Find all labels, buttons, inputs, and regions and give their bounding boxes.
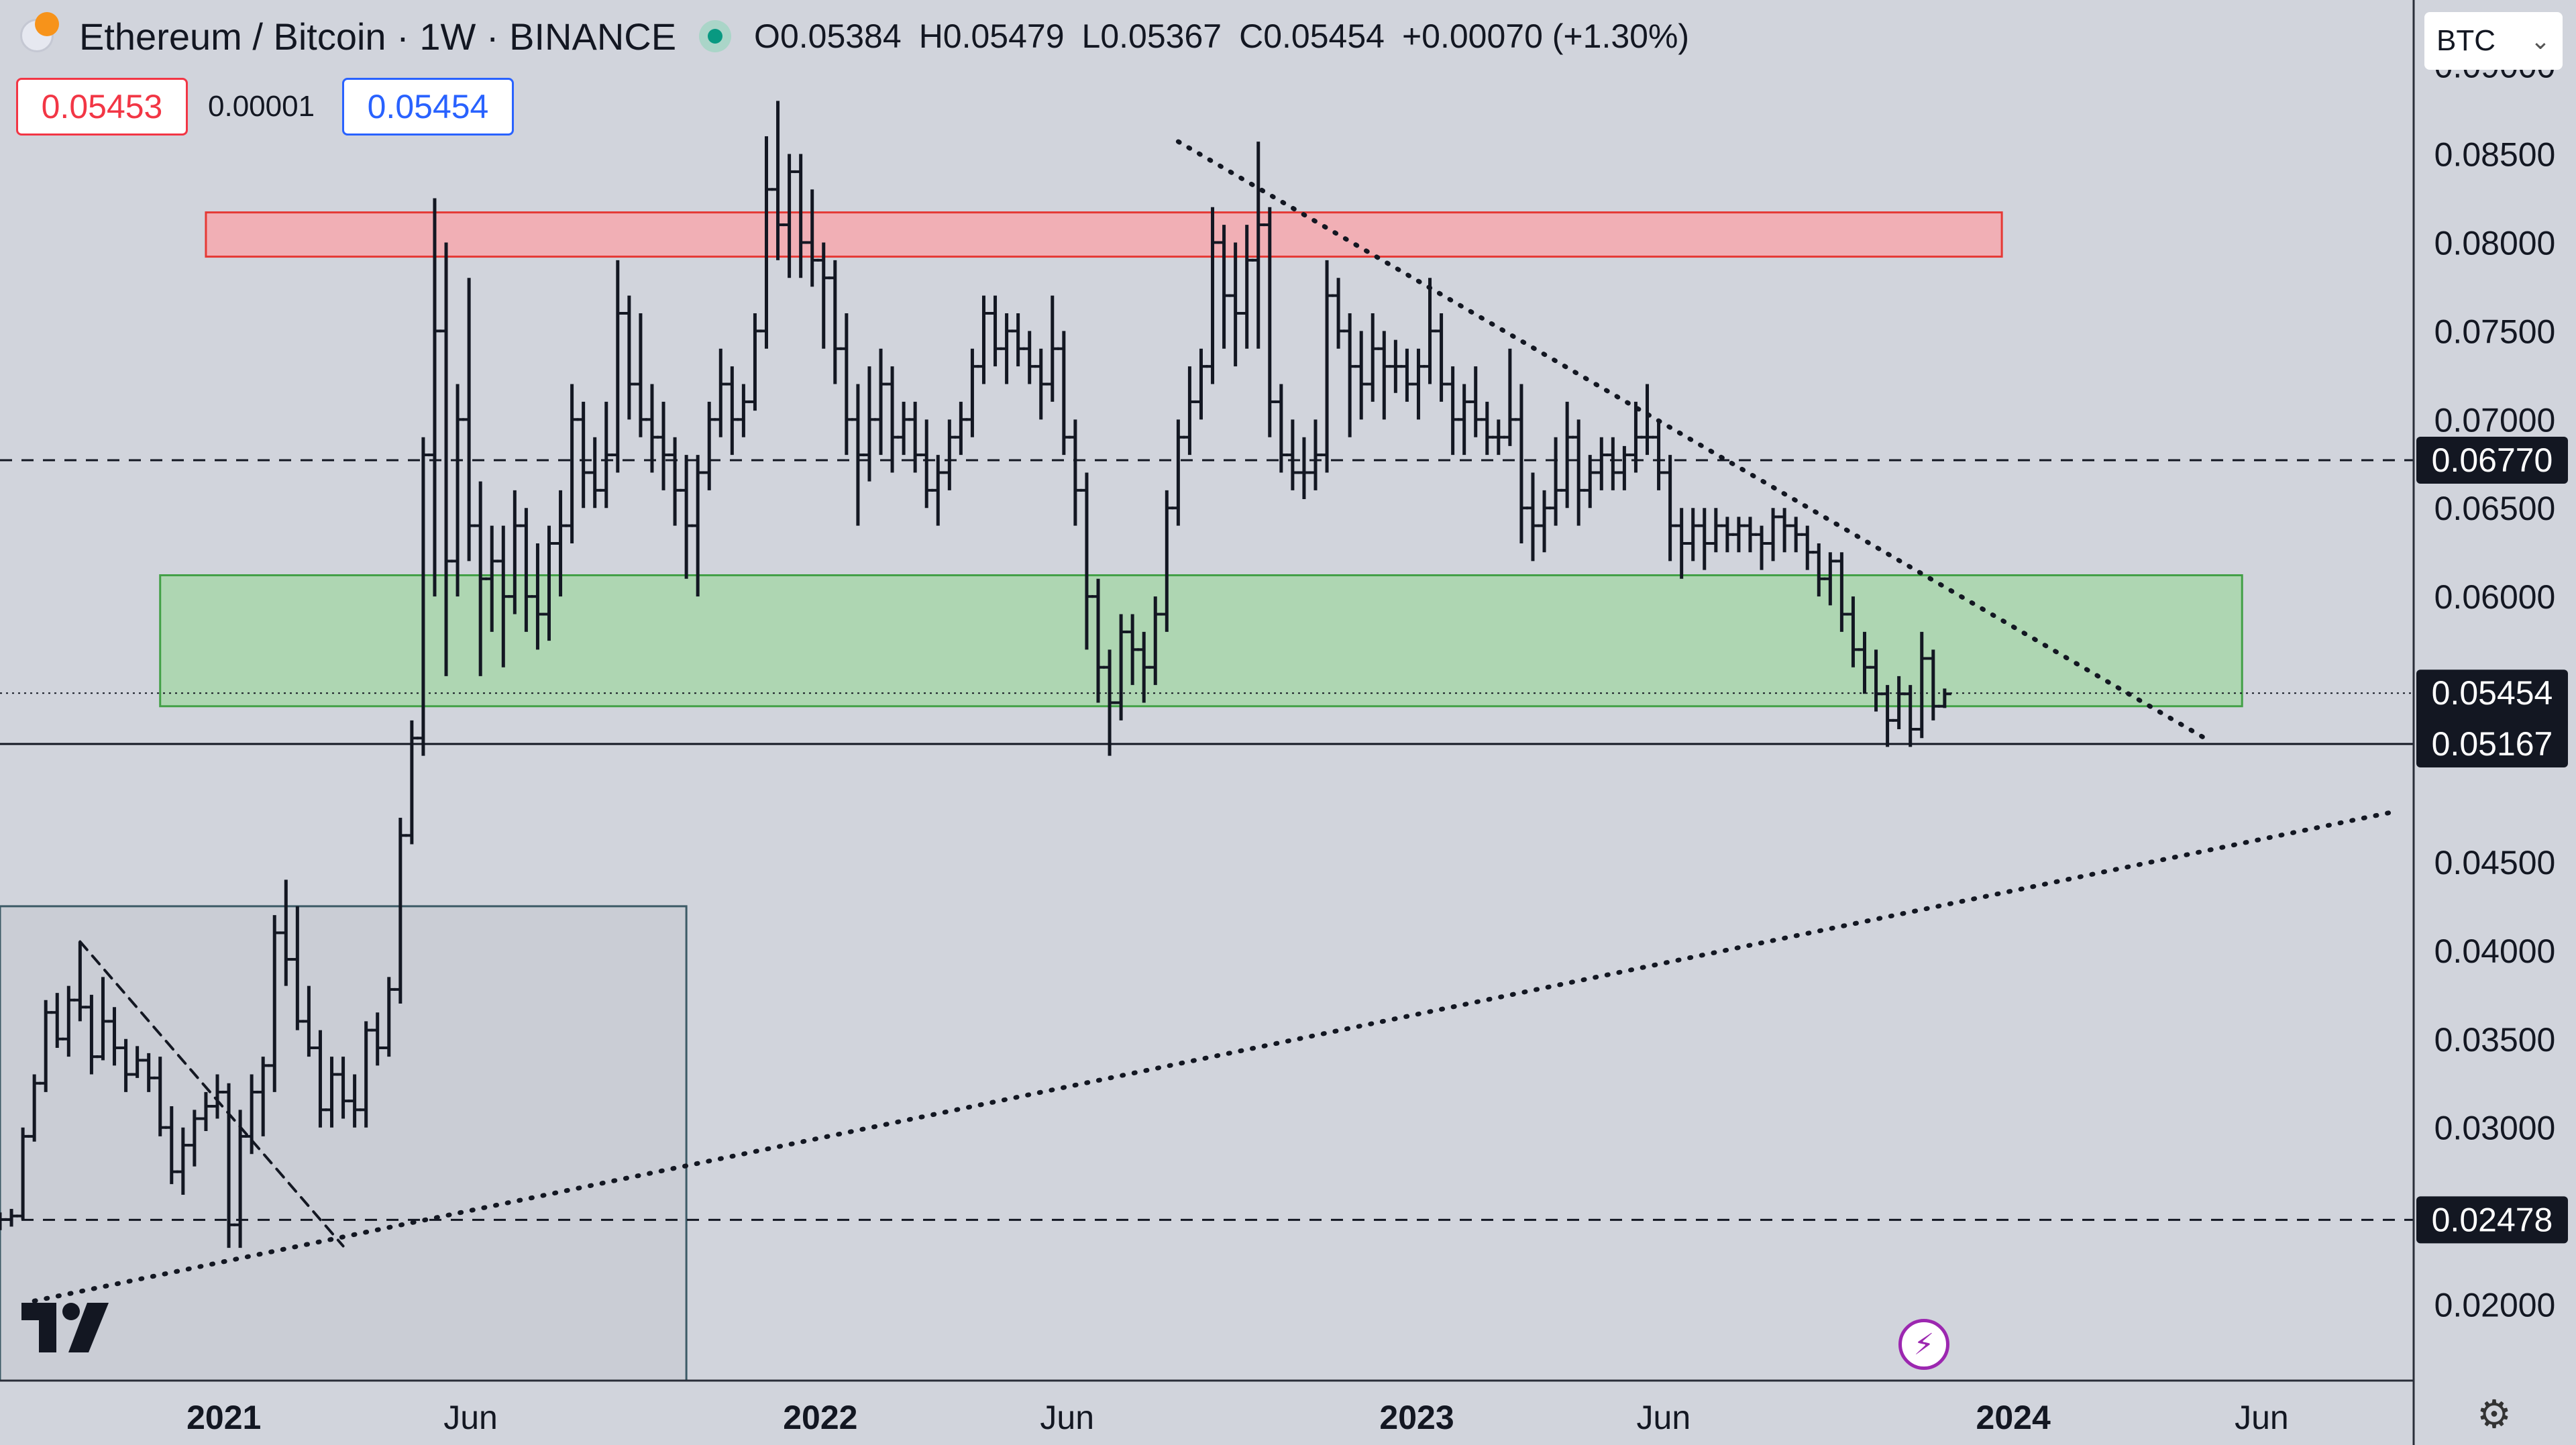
symbol-title[interactable]: Ethereum / Bitcoin · 1W · BINANCE	[79, 15, 677, 58]
price-tick-label: 0.06000	[2434, 578, 2556, 616]
time-tick-label: 2021	[186, 1399, 261, 1436]
time-tick-label: Jun	[1637, 1399, 1691, 1436]
spread-value: 0.00001	[208, 90, 315, 123]
gear-icon[interactable]: ⚙︎	[2477, 1393, 2512, 1436]
low-value: L0.05367	[1081, 17, 1222, 55]
chevron-down-icon: ⌄	[2530, 27, 2551, 54]
lightning-icon[interactable]: ⚡︎	[1898, 1319, 1949, 1370]
price-label-text: 0.02478	[2432, 1201, 2553, 1238]
trendline-2[interactable]	[32, 810, 2394, 1303]
change-value: +0.00070 (+1.30%)	[1401, 17, 1690, 55]
time-tick-label: 2024	[1976, 1399, 2051, 1436]
tradingview-logo[interactable]	[21, 1303, 109, 1352]
support-zone[interactable]	[159, 574, 2243, 708]
market-status-icon[interactable]	[699, 20, 732, 52]
time-tick-label: Jun	[2235, 1399, 2289, 1436]
buy-price-button[interactable]: 0.05454	[342, 78, 514, 136]
eth-btc-icon	[20, 12, 63, 58]
price-tick-label: 0.04000	[2434, 932, 2556, 970]
currency-value: BTC	[2436, 24, 2496, 57]
price-label-box[interactable]	[2416, 1196, 2568, 1244]
price-tick-label: 0.03500	[2434, 1021, 2556, 1059]
time-tick-label: Jun	[443, 1399, 498, 1436]
price-tick-label: 0.08000	[2434, 224, 2556, 262]
interval[interactable]: 1W	[419, 15, 476, 58]
currency-select[interactable]: BTC ⌄	[2424, 12, 2563, 70]
price-label-text: 0.06770	[2432, 441, 2553, 479]
pair-name[interactable]: Ethereum / Bitcoin	[79, 15, 386, 58]
price-tick-label: 0.07500	[2434, 313, 2556, 350]
price-label-text: 0.05454	[2432, 674, 2553, 712]
range-box[interactable]	[0, 905, 688, 1382]
price-label-box[interactable]	[2416, 720, 2568, 767]
time-tick-label: 2023	[1379, 1399, 1454, 1436]
close-value: C0.05454	[1239, 17, 1385, 55]
resistance-zone[interactable]	[205, 211, 2003, 258]
trendline-1[interactable]	[1175, 139, 2210, 743]
time-axis: 2021 Jun 2022 Jun 2023 Jun 2024 Jun	[186, 1399, 2289, 1436]
price-tick-label: 0.04500	[2434, 844, 2556, 881]
price-tick-label: 0.02000	[2434, 1287, 2556, 1324]
time-tick-label: Jun	[1040, 1399, 1094, 1436]
price-tick-label: 0.08500	[2434, 136, 2556, 174]
price-tick-label: 0.03000	[2434, 1110, 2556, 1147]
price-tick-label: 0.06500	[2434, 490, 2556, 527]
price-label-box[interactable]	[2416, 437, 2568, 484]
price-tick-label: 0.07000	[2434, 401, 2556, 439]
time-tick-label: 2022	[783, 1399, 857, 1436]
open-value: O0.05384	[754, 17, 902, 55]
trendline-3[interactable]	[78, 940, 345, 1248]
exchange: BINANCE	[509, 15, 677, 58]
ohlc-bars	[0, 101, 1951, 1248]
chart-header: Ethereum / Bitcoin · 1W · BINANCE O0.053…	[20, 9, 1689, 63]
high-value: H0.05479	[918, 17, 1065, 55]
price-label-text: 0.05167	[2432, 725, 2553, 763]
sell-price-button[interactable]: 0.05453	[16, 78, 188, 136]
ohlc-values: O0.05384 H0.05479 L0.05367 C0.05454 +0.0…	[754, 17, 1689, 56]
price-axis: 0.02000 0.03000 0.03500 0.04000 0.04500 0.060…	[2434, 48, 2556, 1324]
